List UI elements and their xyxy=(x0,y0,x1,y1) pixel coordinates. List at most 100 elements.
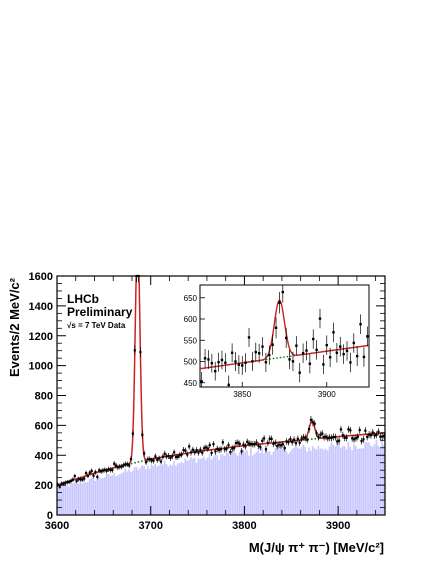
histogram-bar xyxy=(246,450,248,515)
data-point xyxy=(139,351,142,354)
data-point xyxy=(188,445,191,448)
histogram-bar xyxy=(100,478,102,515)
histogram-bar xyxy=(92,477,95,515)
histogram-bar xyxy=(111,475,113,515)
data-point xyxy=(180,453,183,456)
histogram-bar xyxy=(96,478,98,515)
data-point xyxy=(246,440,249,443)
data-point xyxy=(382,434,386,438)
data-point xyxy=(133,349,136,352)
data-point xyxy=(294,442,298,445)
histogram-bar xyxy=(156,466,158,515)
histogram-bar xyxy=(145,469,147,515)
data-point xyxy=(356,435,359,438)
data-point xyxy=(212,443,215,446)
histogram-bar xyxy=(341,446,344,515)
histogram-bar xyxy=(257,448,260,515)
histogram-bars xyxy=(57,439,385,515)
histogram-bar xyxy=(199,458,202,515)
x-axis-title: M(J/ψ π⁺ π⁻) [MeV/c²] xyxy=(249,540,384,555)
inset-data-point xyxy=(271,343,274,346)
histogram-bar xyxy=(214,453,217,515)
data-point xyxy=(366,435,369,438)
data-point xyxy=(375,433,378,436)
data-point xyxy=(98,469,101,472)
histogram-bar xyxy=(124,468,127,515)
data-point xyxy=(257,444,260,447)
inset-data-point xyxy=(241,364,244,367)
data-point xyxy=(381,435,384,438)
data-point xyxy=(285,440,288,443)
histogram-bar xyxy=(355,446,357,515)
data-point xyxy=(233,446,236,449)
data-point xyxy=(351,437,354,440)
data-point xyxy=(114,464,118,467)
inset-data-point xyxy=(268,353,271,357)
data-point xyxy=(131,432,135,435)
inset-data-point xyxy=(362,355,366,359)
histogram-bar xyxy=(169,464,172,515)
histogram-bar xyxy=(263,453,265,515)
data-point xyxy=(167,454,170,458)
data-point xyxy=(75,479,78,483)
data-point xyxy=(313,422,316,425)
histogram-bar xyxy=(184,458,187,515)
data-point xyxy=(128,464,131,467)
data-point xyxy=(345,436,348,439)
histogram-bar xyxy=(79,481,82,515)
inset-data-point xyxy=(251,360,254,363)
data-point xyxy=(169,456,172,460)
histogram-bar xyxy=(195,462,198,515)
inset-data-point xyxy=(342,352,345,356)
data-point xyxy=(109,468,112,471)
data-point xyxy=(184,449,187,452)
inset-axis-ticks: 3850 3900 450 500 550 600 650 xyxy=(184,294,337,399)
data-point xyxy=(60,482,63,485)
data-point xyxy=(178,454,181,457)
inset-data-point xyxy=(264,361,268,364)
x-tick-label: 3900 xyxy=(326,520,350,532)
histogram-bar xyxy=(150,464,153,515)
data-point xyxy=(229,450,232,454)
histogram-bar xyxy=(362,448,365,515)
histogram-bar xyxy=(340,447,342,515)
histogram-bar xyxy=(231,451,233,515)
data-point xyxy=(242,443,245,446)
histogram-bar xyxy=(268,451,271,515)
inset-data-point xyxy=(247,336,251,339)
histogram-bar xyxy=(248,455,250,515)
y-tick-label: 1200 xyxy=(29,331,53,343)
data-point xyxy=(96,475,99,478)
histogram-bar xyxy=(64,485,67,515)
y-tick-label: 1600 xyxy=(29,271,53,283)
y-tick-label: 400 xyxy=(35,450,53,462)
data-point xyxy=(126,463,129,466)
histogram-bar xyxy=(281,448,284,515)
data-point xyxy=(253,443,256,446)
data-point xyxy=(73,475,76,478)
data-point xyxy=(319,433,322,436)
data-point xyxy=(281,443,284,446)
histogram-bar xyxy=(60,486,63,515)
data-point xyxy=(111,468,114,472)
data-point xyxy=(279,444,283,447)
data-point xyxy=(349,429,352,432)
inset-data-point xyxy=(257,352,261,355)
histogram-bar xyxy=(276,447,278,515)
histogram-bar xyxy=(161,464,164,515)
data-point xyxy=(302,436,305,439)
data-point xyxy=(129,457,133,461)
histogram-bar xyxy=(203,456,205,515)
histogram-bar xyxy=(221,454,224,515)
histogram-bar xyxy=(250,448,252,515)
histogram-bar xyxy=(311,446,314,515)
data-point xyxy=(94,471,97,474)
histogram-bar xyxy=(345,449,348,515)
data-point xyxy=(332,435,335,439)
inset-data-point xyxy=(237,363,241,366)
inset-data-point xyxy=(230,351,234,354)
data-point xyxy=(373,434,376,437)
histogram-bar xyxy=(319,448,322,515)
data-point xyxy=(266,441,269,445)
data-point xyxy=(90,469,93,473)
